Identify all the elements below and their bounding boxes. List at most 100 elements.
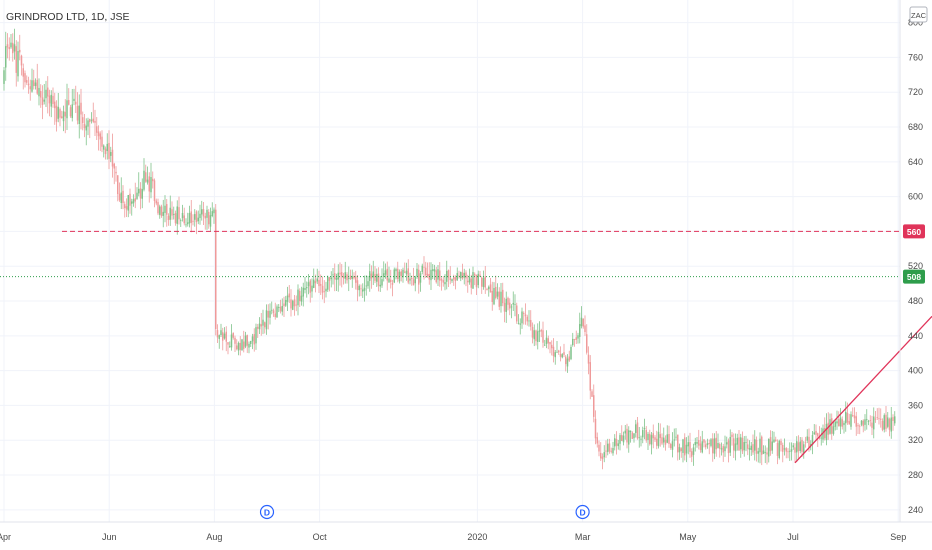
candle-body [103,145,105,150]
candle-body [197,217,199,222]
candle-body [689,442,691,452]
candle-body [806,436,808,441]
candle-body [579,324,581,337]
candle-body [349,275,352,280]
price-label-text: 508 [907,272,921,282]
candle-body [302,287,304,297]
candle-body [75,101,77,105]
candle-body [311,285,313,292]
candle-body [461,272,464,279]
candle-body [265,310,268,330]
dividend-marker[interactable]: D [259,504,275,520]
candle-body [677,434,679,453]
candle-body [615,439,618,446]
candle-body [584,325,586,333]
candle-body [768,438,770,457]
candle-body [489,284,492,293]
candle-body [580,317,583,327]
candle-body [320,284,322,286]
candle-body [829,419,831,434]
candle-body [125,206,128,210]
dividend-marker[interactable]: D [575,504,590,520]
candle-body [713,438,716,454]
candle-body [358,285,360,291]
candle-body [432,269,434,271]
candle-body [824,428,826,439]
candle-body [52,95,54,104]
candle-body [565,356,567,365]
price-label-bg [903,224,925,239]
candle-body [376,274,378,282]
candle-body [519,323,521,325]
candle-body [822,428,824,440]
candle-body [708,443,710,445]
candle-body [250,340,252,344]
candle-body [325,288,327,292]
candle-body [113,163,115,169]
candle-body [104,148,107,155]
candle-body [873,416,875,430]
y-tick-label: 400 [908,366,923,376]
candle-body [157,202,159,214]
candle-body [551,344,553,349]
candle-body [498,291,500,307]
candle-body [780,440,782,446]
candle-body [421,265,423,272]
y-tick-label: 240 [908,505,923,515]
candle-body [479,274,481,277]
candle-body [586,334,588,353]
y-tick-label: 520 [908,261,923,271]
candle-body [467,280,469,283]
x-tick-label: Jun [102,532,117,542]
candle-body [509,302,511,309]
candle-body [796,441,798,453]
candle-body [530,320,532,327]
candle-body [832,426,835,434]
candle-body [220,330,222,335]
candle-body [29,86,31,90]
candle-body [510,306,513,308]
candle-body [304,288,306,290]
candle-body [619,435,621,444]
price-axis[interactable]: 240 280 320 360 400 440 480 520 560 600 640 680 720 7… [908,18,923,515]
candle-body [59,109,61,118]
candle-body [775,439,777,442]
candle-body [745,442,747,443]
candle-body [435,270,437,283]
candle-body [747,444,749,449]
candle-body [425,267,427,276]
currency-badge[interactable]: ZAC [909,6,928,23]
candle-body [703,439,705,443]
y-tick-label: 640 [908,157,923,167]
support-trendline[interactable] [794,315,932,464]
candle-body [629,430,632,433]
candle-body [195,211,198,223]
candle-body [535,330,537,342]
candle-body [804,442,807,444]
time-axis[interactable]: AprJunAugOct2020MarMayJulSepNov2021MarMa… [0,532,932,542]
y-tick-label: 360 [908,400,923,410]
candle-body [264,322,266,328]
candle-body [181,212,184,219]
candle-body [521,311,523,324]
candle-body [34,82,37,86]
candle-body [482,277,485,287]
candle-body [540,330,542,332]
candle-body [626,428,628,443]
candle-body [442,280,444,283]
candle-body [405,270,408,275]
candle-body [136,192,138,199]
candle-body [787,451,789,453]
candle-body [591,391,593,397]
candle-body [283,303,285,307]
candle-body [694,442,696,446]
candle-body [82,117,84,123]
candle-body [477,273,479,286]
dividend-marker-circle [575,504,590,520]
candle-body [276,306,278,318]
candle-body [5,46,7,68]
candle-body [253,334,255,345]
price-labels: 560 508 [903,224,925,284]
dividend-marker-label: D [264,508,270,518]
